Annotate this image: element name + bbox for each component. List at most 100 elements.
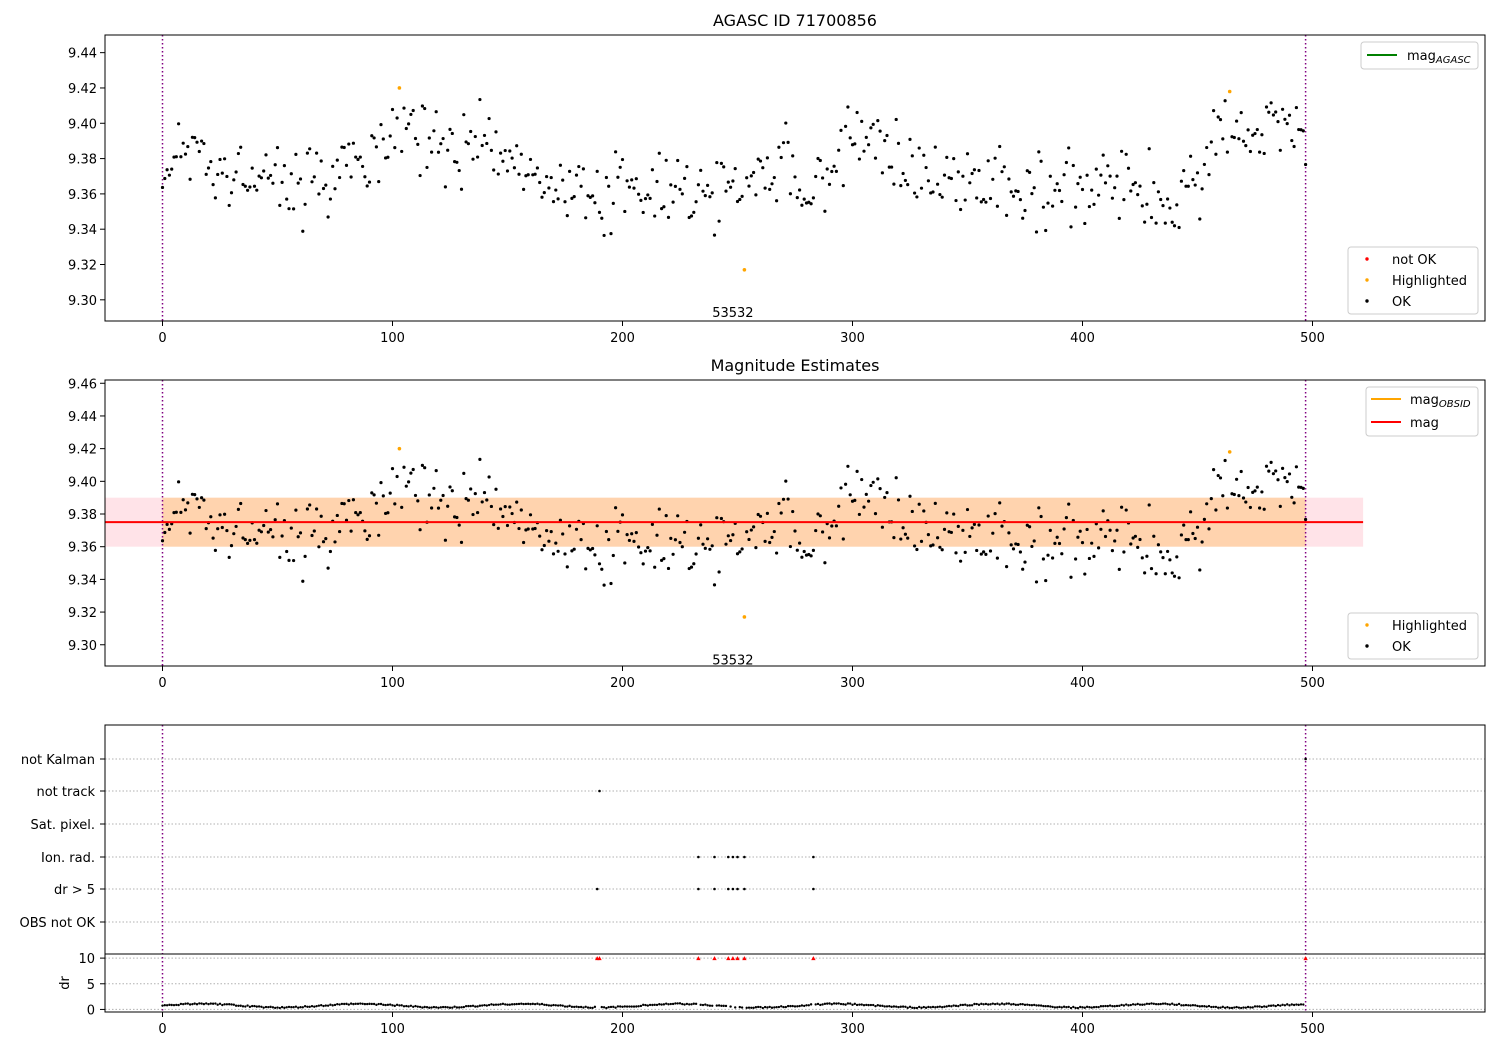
dr-point bbox=[1256, 1005, 1259, 1008]
ok-point bbox=[448, 485, 452, 489]
ok-point bbox=[528, 157, 533, 162]
ok-point bbox=[255, 541, 259, 545]
dr-point bbox=[255, 1005, 258, 1008]
ok-point bbox=[232, 532, 236, 536]
ok-point bbox=[586, 194, 590, 198]
ok-point bbox=[853, 498, 857, 502]
ok-point bbox=[439, 498, 443, 502]
dr-point bbox=[750, 1006, 753, 1009]
y-tick-label: 9.38 bbox=[68, 153, 97, 168]
ok-point bbox=[1034, 230, 1039, 234]
ok-point bbox=[432, 486, 436, 490]
ok-point bbox=[1244, 144, 1248, 148]
dr-point bbox=[674, 1002, 677, 1005]
ok-point bbox=[1193, 536, 1197, 541]
y-tick-label: 9.30 bbox=[68, 639, 97, 654]
ok-point bbox=[731, 179, 735, 183]
ok-point bbox=[802, 197, 806, 201]
ok-point bbox=[634, 177, 638, 181]
ok-point bbox=[354, 510, 358, 515]
ok-point bbox=[745, 530, 749, 534]
dr-point bbox=[303, 1005, 307, 1008]
ok-point bbox=[494, 130, 498, 134]
dr-point bbox=[223, 1003, 226, 1006]
ok-point bbox=[680, 545, 684, 549]
dr-point bbox=[568, 1004, 571, 1008]
dr-point bbox=[924, 1006, 928, 1009]
ok-point bbox=[683, 176, 687, 180]
ok-point bbox=[211, 183, 215, 187]
ok-point bbox=[177, 122, 181, 126]
ok-point bbox=[365, 184, 369, 188]
y-tick-label: 9.34 bbox=[68, 223, 97, 238]
ok-point bbox=[975, 548, 979, 553]
ok-point bbox=[1184, 537, 1188, 542]
ok-point bbox=[1209, 497, 1213, 501]
ok-point bbox=[942, 173, 947, 177]
ok-point bbox=[982, 197, 986, 202]
dr-point bbox=[1088, 1006, 1091, 1009]
dr-point bbox=[359, 1002, 362, 1005]
dr-point bbox=[947, 1004, 951, 1008]
ok-point bbox=[1009, 543, 1013, 547]
ok-point bbox=[522, 187, 526, 191]
ok-point bbox=[174, 510, 178, 514]
dr-point bbox=[1081, 1006, 1084, 1009]
ok-point bbox=[597, 562, 602, 566]
ok-point bbox=[1255, 485, 1259, 489]
ok-point bbox=[650, 522, 655, 526]
dr-point bbox=[881, 1004, 884, 1008]
ok-point bbox=[857, 157, 862, 161]
ok-point bbox=[1067, 146, 1071, 150]
dr-point bbox=[533, 1002, 537, 1006]
ok-point bbox=[627, 538, 632, 543]
dr-point bbox=[977, 1003, 981, 1006]
dr-point bbox=[563, 1005, 567, 1008]
ok-point bbox=[885, 491, 889, 495]
dr-point bbox=[1198, 1005, 1202, 1008]
ok-point bbox=[239, 501, 243, 506]
dr-point bbox=[1074, 1006, 1077, 1010]
ok-point bbox=[1287, 113, 1292, 117]
ok-point bbox=[446, 504, 450, 508]
dr-point bbox=[623, 1005, 626, 1008]
ok-point bbox=[1221, 137, 1225, 141]
ok-point bbox=[1193, 183, 1197, 187]
ok-point bbox=[729, 185, 733, 189]
ok-point bbox=[455, 160, 459, 164]
ok-point bbox=[262, 169, 266, 173]
ok-point bbox=[1016, 189, 1020, 194]
ok-point bbox=[319, 159, 323, 163]
dr-point bbox=[497, 1003, 500, 1006]
dr-point bbox=[1212, 1005, 1215, 1009]
dr-point bbox=[577, 1005, 580, 1009]
ok-point bbox=[588, 195, 592, 199]
ok-point bbox=[278, 203, 282, 208]
ok-point bbox=[434, 469, 438, 473]
ok-point bbox=[1290, 138, 1294, 143]
dr-point bbox=[766, 1006, 769, 1009]
dr-point bbox=[872, 1003, 875, 1007]
dr-point bbox=[554, 1004, 557, 1007]
dr-point bbox=[957, 1004, 960, 1008]
dr-point bbox=[478, 1004, 482, 1007]
ok-point bbox=[903, 178, 908, 183]
ok-point bbox=[262, 523, 266, 528]
y-tick-label: 9.30 bbox=[68, 294, 97, 309]
ok-point bbox=[871, 480, 875, 484]
ok-point bbox=[926, 532, 931, 537]
dr-point bbox=[1286, 1003, 1289, 1006]
ok-point bbox=[1120, 149, 1124, 153]
dr-point bbox=[1164, 1002, 1167, 1005]
dr-point bbox=[1295, 1003, 1298, 1006]
dr-point bbox=[513, 1003, 516, 1006]
ok-point bbox=[878, 487, 882, 491]
dr-point bbox=[179, 1002, 183, 1006]
ok-point bbox=[906, 183, 910, 187]
ok-point bbox=[740, 547, 744, 551]
dr-point bbox=[439, 1006, 442, 1009]
dr-point bbox=[782, 1005, 785, 1009]
y-tick-label: 9.32 bbox=[68, 259, 97, 274]
legend-marker-highlighted bbox=[1365, 278, 1369, 282]
